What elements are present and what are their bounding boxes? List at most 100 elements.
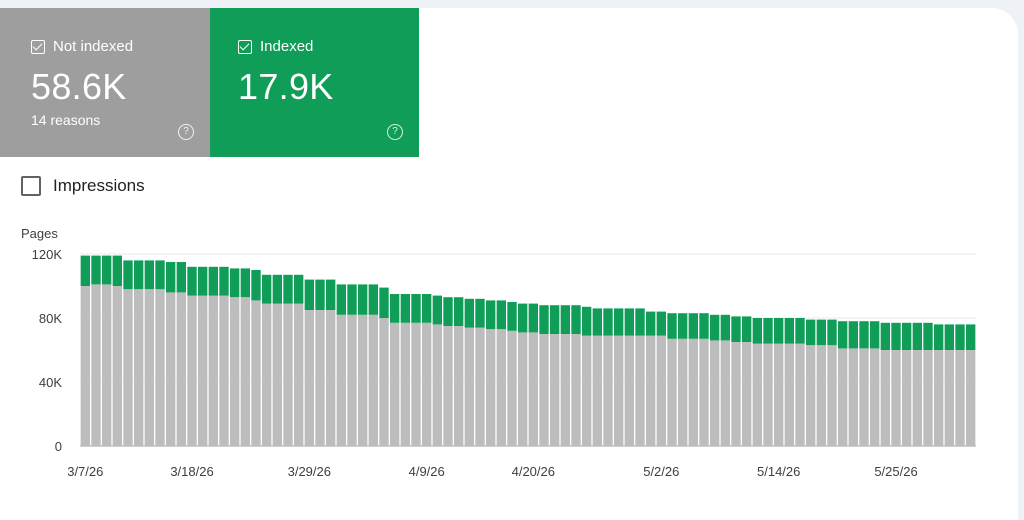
bar-indexed <box>656 311 667 336</box>
checkbox-checked-icon[interactable] <box>31 39 45 54</box>
bar-not-indexed <box>283 303 293 446</box>
bar-indexed <box>507 302 517 331</box>
indexed-header: Indexed <box>238 38 313 55</box>
bar-not-indexed <box>400 322 411 446</box>
bar-not-indexed <box>293 303 304 446</box>
bar-not-indexed <box>517 332 528 446</box>
y-axis-label: Pages <box>21 226 58 241</box>
bar-indexed <box>496 300 507 330</box>
bar-not-indexed <box>379 318 389 446</box>
bar-indexed <box>816 319 827 346</box>
bar-not-indexed <box>229 297 240 446</box>
bar-not-indexed <box>453 326 464 446</box>
bar-not-indexed <box>816 345 827 446</box>
bar-not-indexed <box>944 350 955 446</box>
coverage-card: Not indexed 58.6K 14 reasons ? Indexed 1… <box>0 8 1018 520</box>
bar-not-indexed <box>197 295 208 446</box>
bar-not-indexed <box>677 338 688 446</box>
bar-indexed <box>240 268 251 298</box>
bar-indexed <box>805 319 816 346</box>
bar-not-indexed <box>763 343 773 446</box>
bar-indexed <box>571 305 581 334</box>
bar-not-indexed <box>752 343 763 446</box>
bar-not-indexed <box>635 335 645 446</box>
bar-indexed <box>357 284 368 315</box>
bar-indexed <box>133 260 144 290</box>
bar-indexed <box>763 318 773 344</box>
bar-not-indexed <box>549 334 560 446</box>
bar-indexed <box>848 321 859 349</box>
bar-not-indexed <box>208 295 219 446</box>
bar-indexed <box>475 298 485 328</box>
bar-not-indexed <box>539 334 549 446</box>
bar-not-indexed <box>560 334 571 446</box>
pages-chart: Pages 0 40K 80K 120K 3/7/26 3/18/26 3/29/26 4/9/… <box>21 226 976 479</box>
bar-indexed <box>165 262 176 293</box>
bar-not-indexed <box>901 350 912 446</box>
checkbox-checked-icon[interactable] <box>238 39 252 54</box>
bar-not-indexed <box>475 327 485 446</box>
bar-indexed <box>293 274 304 304</box>
bar-indexed <box>112 255 123 286</box>
not-indexed-tile[interactable]: Not indexed 58.6K 14 reasons ? <box>0 8 210 157</box>
bar-indexed <box>421 294 432 323</box>
bar-not-indexed <box>144 289 155 446</box>
indexed-tile[interactable]: Indexed 17.9K ? <box>210 8 419 157</box>
bar-not-indexed <box>965 350 976 446</box>
bar-not-indexed <box>784 343 795 446</box>
bar-not-indexed <box>389 322 400 446</box>
bar-not-indexed <box>421 322 432 446</box>
bar-indexed <box>176 262 187 293</box>
bar-indexed <box>624 308 635 336</box>
bar-not-indexed <box>891 350 901 446</box>
bar-not-indexed <box>571 334 581 446</box>
x-tick-label: 5/2/26 <box>643 464 679 479</box>
bar-indexed <box>752 318 763 344</box>
not-indexed-reasons: 14 reasons <box>31 112 101 128</box>
bar-indexed <box>699 313 709 339</box>
bar-not-indexed <box>923 350 933 446</box>
bar-not-indexed <box>112 286 123 446</box>
bar-indexed <box>891 322 901 350</box>
bar-not-indexed <box>731 342 741 446</box>
checkbox-unchecked-icon[interactable] <box>21 176 41 196</box>
bar-not-indexed <box>795 343 805 446</box>
impressions-toggle[interactable]: Impressions <box>21 176 145 196</box>
bar-not-indexed <box>368 314 379 446</box>
bar-not-indexed <box>443 326 453 446</box>
x-tick-label: 5/25/26 <box>874 464 917 479</box>
not-indexed-label: Not indexed <box>53 38 134 55</box>
bar-not-indexed <box>667 338 677 446</box>
bar-not-indexed <box>859 348 869 446</box>
help-icon[interactable]: ? <box>178 124 194 140</box>
bar-not-indexed <box>80 286 91 446</box>
indexed-label: Indexed <box>260 38 314 55</box>
bar-indexed <box>80 255 91 286</box>
help-icon[interactable]: ? <box>387 124 403 140</box>
bar-not-indexed <box>528 332 539 446</box>
bar-not-indexed <box>773 343 784 446</box>
bar-indexed <box>453 297 464 326</box>
bar-indexed <box>336 284 347 315</box>
bar-not-indexed <box>837 348 848 446</box>
bar-not-indexed <box>357 314 368 446</box>
bar-not-indexed <box>709 340 720 446</box>
bar-not-indexed <box>485 329 496 446</box>
bar-indexed <box>827 319 837 346</box>
bar-indexed <box>272 274 283 304</box>
bar-not-indexed <box>827 345 837 446</box>
bar-not-indexed <box>304 310 315 446</box>
bar-indexed <box>315 279 325 310</box>
bar-indexed <box>91 255 101 285</box>
bar-indexed <box>187 266 197 296</box>
bar-not-indexed <box>699 338 709 446</box>
bar-not-indexed <box>613 335 624 446</box>
bar-indexed <box>400 294 411 323</box>
indexed-value: 17.9K <box>238 66 334 107</box>
bar-indexed <box>731 316 741 342</box>
bar-not-indexed <box>240 297 251 446</box>
bar-indexed <box>912 322 923 350</box>
x-tick-label: 4/9/26 <box>409 464 445 479</box>
bar-not-indexed <box>219 295 229 446</box>
bar-indexed <box>208 266 219 296</box>
